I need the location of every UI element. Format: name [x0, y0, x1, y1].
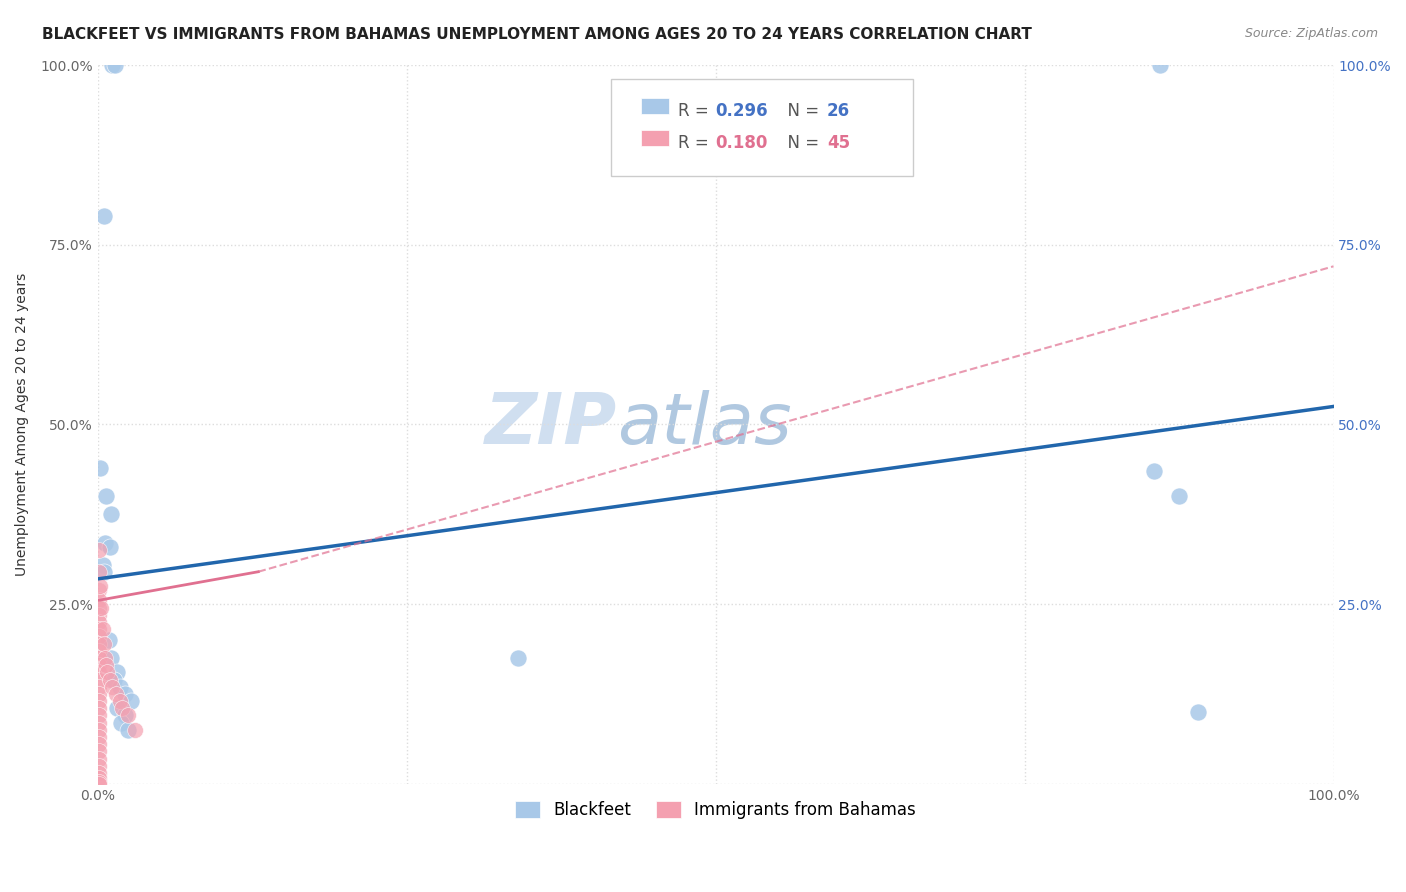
- Point: [91, 558, 114, 572]
- Point: [506, 651, 529, 665]
- Point: [87, 651, 110, 665]
- Point: [1187, 705, 1209, 719]
- Point: [89, 579, 111, 593]
- Point: [117, 723, 139, 737]
- Point: [97, 632, 120, 647]
- Point: [91, 622, 114, 636]
- Point: [105, 701, 128, 715]
- Point: [101, 58, 124, 72]
- Point: [105, 665, 128, 680]
- Point: [87, 582, 110, 597]
- Point: [114, 687, 136, 701]
- Point: [1168, 489, 1191, 503]
- Point: [87, 766, 110, 780]
- Text: R =: R =: [679, 103, 714, 120]
- Point: [93, 209, 115, 223]
- Text: N =: N =: [778, 103, 825, 120]
- Point: [105, 687, 128, 701]
- Text: N =: N =: [778, 134, 825, 153]
- Point: [111, 701, 134, 715]
- Point: [87, 777, 110, 791]
- Point: [120, 694, 142, 708]
- Point: [87, 694, 110, 708]
- Point: [87, 615, 110, 629]
- Point: [103, 673, 125, 687]
- Text: Source: ZipAtlas.com: Source: ZipAtlas.com: [1244, 27, 1378, 40]
- Text: 26: 26: [827, 103, 849, 120]
- Point: [87, 673, 110, 687]
- FancyBboxPatch shape: [641, 129, 669, 145]
- Text: 0.180: 0.180: [716, 134, 768, 153]
- Point: [100, 651, 122, 665]
- Point: [87, 771, 110, 785]
- Point: [93, 637, 115, 651]
- Point: [117, 708, 139, 723]
- Text: R =: R =: [679, 134, 714, 153]
- Point: [104, 58, 127, 72]
- Point: [87, 744, 110, 758]
- Point: [114, 708, 136, 723]
- Point: [87, 593, 110, 607]
- Point: [96, 665, 118, 680]
- Point: [96, 489, 118, 503]
- Point: [87, 665, 110, 680]
- Point: [87, 644, 110, 658]
- Point: [87, 751, 110, 765]
- Point: [98, 540, 121, 554]
- Point: [108, 680, 131, 694]
- Point: [110, 715, 132, 730]
- Point: [87, 543, 110, 558]
- Point: [87, 737, 110, 751]
- Point: [94, 651, 117, 665]
- Point: [87, 723, 110, 737]
- Point: [98, 673, 121, 687]
- Point: [1143, 464, 1166, 478]
- Text: ZIP: ZIP: [485, 390, 617, 458]
- FancyBboxPatch shape: [641, 98, 669, 114]
- Point: [87, 622, 110, 636]
- Y-axis label: Unemployment Among Ages 20 to 24 years: Unemployment Among Ages 20 to 24 years: [15, 273, 30, 576]
- Point: [96, 658, 118, 673]
- Point: [100, 508, 122, 522]
- Point: [87, 637, 110, 651]
- Text: BLACKFEET VS IMMIGRANTS FROM BAHAMAS UNEMPLOYMENT AMONG AGES 20 TO 24 YEARS CORR: BLACKFEET VS IMMIGRANTS FROM BAHAMAS UNE…: [42, 27, 1032, 42]
- Text: 0.296: 0.296: [716, 103, 768, 120]
- Point: [87, 708, 110, 723]
- Point: [87, 687, 110, 701]
- Point: [87, 629, 110, 643]
- Point: [87, 758, 110, 772]
- Point: [94, 536, 117, 550]
- Point: [87, 607, 110, 622]
- Point: [87, 774, 110, 789]
- FancyBboxPatch shape: [610, 79, 914, 177]
- Point: [87, 600, 110, 615]
- Point: [87, 730, 110, 744]
- Point: [101, 680, 124, 694]
- Point: [1149, 58, 1171, 72]
- Point: [108, 694, 131, 708]
- Legend: Blackfeet, Immigrants from Bahamas: Blackfeet, Immigrants from Bahamas: [508, 794, 922, 826]
- Text: atlas: atlas: [617, 390, 792, 458]
- Point: [87, 680, 110, 694]
- Point: [87, 701, 110, 715]
- Point: [89, 658, 111, 673]
- Point: [124, 723, 146, 737]
- Point: [89, 460, 111, 475]
- Point: [93, 565, 115, 579]
- Point: [87, 565, 110, 579]
- Text: 45: 45: [827, 134, 849, 153]
- Point: [90, 600, 112, 615]
- Point: [87, 715, 110, 730]
